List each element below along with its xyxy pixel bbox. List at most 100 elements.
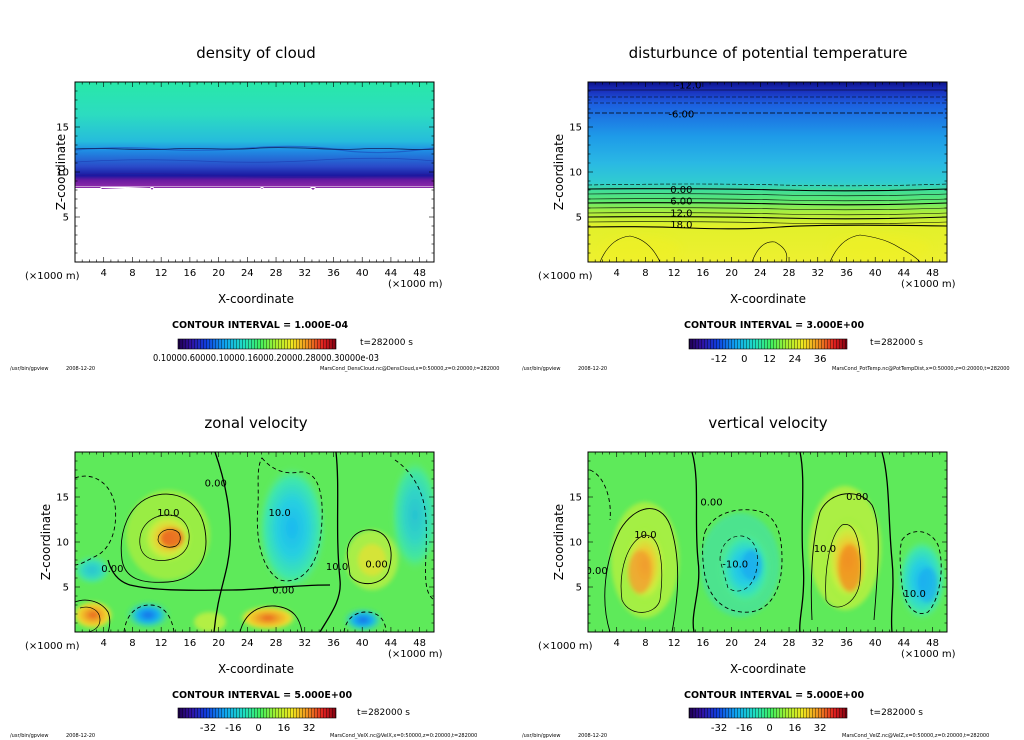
colorbar-stripes <box>178 339 336 349</box>
colorbar-tick-label: 12 <box>763 354 776 365</box>
y-axis-label: Z-coordinate <box>552 134 566 210</box>
y-axis-label: Z-coordinate <box>552 504 566 580</box>
file-label: MarsCond_DensCloud.nc@DensCloud,x=0:5000… <box>320 366 499 372</box>
footer-path: /usr/bin/gpview <box>10 733 48 739</box>
plot-area: 10.0 0.00 10.0 0.00 0.00 10.0 0.00 <box>75 452 434 632</box>
contour-label: 6.00 <box>670 197 692 208</box>
contour-labels: 10.0 0.00 10.0 0.00 0.00 10.0 0.00 <box>101 479 387 597</box>
x-tick-label: 40 <box>869 638 882 649</box>
heatmap-blobs <box>75 460 434 632</box>
contour-label: 10.0 <box>268 508 290 519</box>
y-tick-label: 15 <box>569 123 582 134</box>
x-tick-label: 12 <box>155 638 168 649</box>
x-tick-label: 20 <box>212 638 225 649</box>
warm-patch <box>830 234 930 262</box>
heatmap-field <box>75 82 434 262</box>
x-tick-label: 40 <box>356 268 369 279</box>
footer-date: 2008-12-20 <box>66 733 95 739</box>
y-axis-label: Z-coordinate <box>54 134 68 210</box>
panel-title: vertical velocity <box>708 414 827 432</box>
colorbar-tick-label: 32 <box>303 723 316 734</box>
y-tick-label: 10 <box>56 538 69 549</box>
contour-label: 0.00 <box>101 564 123 575</box>
footer-date: 2008-12-20 <box>578 733 607 739</box>
x-tick-label: 12 <box>668 268 681 279</box>
time-label: t=282000 s <box>360 338 413 348</box>
contour-labels: 0.00 10.0 0.00 -10.0 10.0 0.00 10.0 <box>588 492 926 600</box>
x-tick-label: 28 <box>270 268 283 279</box>
colorbar-tick-label: -32 <box>200 723 216 734</box>
y-tick-label: 15 <box>56 123 69 134</box>
contour-interval: CONTOUR INTERVAL = 5.000E+00 <box>684 690 864 701</box>
colorbar-tick-label: 0 <box>255 723 261 734</box>
x-tick-label: 36 <box>327 638 340 649</box>
contour-label: 10.0 <box>157 508 179 519</box>
x-tick-label: 20 <box>725 638 738 649</box>
x-unit-right: (×1000 m) <box>901 649 956 660</box>
x-tick-label: 20 <box>725 268 738 279</box>
heatmap-field <box>588 82 947 262</box>
x-tick-label: 44 <box>385 268 398 279</box>
warm-patch <box>600 236 680 262</box>
x-tick-label: 36 <box>327 268 340 279</box>
colorbar-stripes <box>689 708 847 718</box>
isotherms <box>588 89 947 262</box>
contour-label: 0.00 <box>670 185 692 196</box>
contour-label: 0.00 <box>846 492 868 503</box>
x-tick-label: 24 <box>754 638 767 649</box>
plot-area: 0.00 10.0 0.00 -10.0 10.0 0.00 10.0 <box>588 452 947 632</box>
x-tick-label: 32 <box>298 268 311 279</box>
x-tick-label: 20 <box>212 268 225 279</box>
x-axis-label: X-coordinate <box>218 292 294 306</box>
y-ticks: 5 10 15 <box>569 81 947 263</box>
colorbar-ticks: -32 -16 0 16 32 <box>200 723 316 734</box>
contour-label: 12.0 <box>670 208 692 219</box>
file-label: MarsCond_VelX.nc@VelX,x=0:50000,z=0:2000… <box>330 733 477 739</box>
x-tick-label: 24 <box>241 268 254 279</box>
x-tick-label: 16 <box>184 638 197 649</box>
colorbar-tick-label: 16 <box>277 723 290 734</box>
x-tick-label: 12 <box>668 638 681 649</box>
x-tick-label: 28 <box>270 638 283 649</box>
time-label: t=282000 s <box>870 708 923 718</box>
x-tick-label: 28 <box>783 638 796 649</box>
cloud-texture <box>75 145 434 178</box>
contour-label: 10.0 <box>634 530 656 541</box>
x-unit-left: (×1000 m) <box>538 271 593 282</box>
contours <box>75 452 434 632</box>
colorbar-tick-label: 0 <box>766 723 772 734</box>
contour-label: 0.00 <box>205 479 227 490</box>
contour-label: -12.0 <box>676 81 702 92</box>
x-tick-label: 16 <box>697 268 710 279</box>
cloud-base-edge <box>75 187 434 190</box>
colorbar-tick-label: -32 <box>711 723 727 734</box>
x-tick-label: 24 <box>241 638 254 649</box>
contour-label: 0.00 <box>700 497 722 508</box>
footer-path: /usr/bin/gpview <box>522 733 560 739</box>
x-ticks: 4 8 12 16 20 24 28 32 36 40 44 48 <box>587 82 948 279</box>
y-tick-label: 15 <box>56 493 69 504</box>
x-tick-label: 32 <box>811 268 824 279</box>
colorbar-tick-label: 24 <box>788 354 801 365</box>
contour-label: -6.00 <box>668 109 694 120</box>
x-tick-label: 44 <box>898 638 911 649</box>
y-tick-label: 5 <box>576 213 582 224</box>
x-tick-label: 12 <box>155 268 168 279</box>
colorbar-stripes <box>178 708 336 718</box>
y-tick-label: 10 <box>56 168 69 179</box>
x-tick-label: 8 <box>129 638 135 649</box>
x-axis-label: X-coordinate <box>730 662 806 676</box>
contour-label: 18.0 <box>670 220 692 231</box>
x-tick-label: 16 <box>184 268 197 279</box>
x-unit-right: (×1000 m) <box>388 649 443 660</box>
footer-path: /usr/bin/gpview <box>10 366 48 372</box>
plot-area <box>75 82 434 262</box>
panel-density-of-cloud: density of cloud 4 8 12 16 20 24 28 32 36 40 44 48 … <box>10 44 499 372</box>
colorbar-tick-label: -16 <box>736 723 752 734</box>
x-tick-label: 4 <box>614 268 620 279</box>
x-axis-label: X-coordinate <box>730 292 806 306</box>
x-tick-label: 48 <box>413 268 426 279</box>
contour-interval: CONTOUR INTERVAL = 1.000E-04 <box>172 320 348 331</box>
colorbar-tick-label: 32 <box>814 723 827 734</box>
